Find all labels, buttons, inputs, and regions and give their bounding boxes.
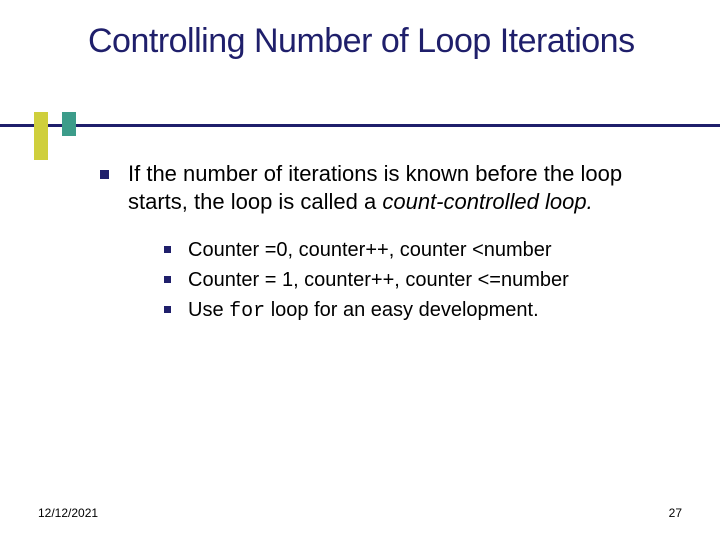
accent-bar-teal bbox=[62, 112, 76, 136]
slide-title: Controlling Number of Loop Iterations bbox=[88, 22, 648, 61]
content-area: If the number of iterations is known bef… bbox=[90, 160, 650, 328]
footer-date: 12/12/2021 bbox=[38, 506, 98, 520]
square-bullet-icon bbox=[164, 276, 171, 283]
accent-bar-yellow bbox=[34, 112, 48, 160]
level2-text-pre: Use bbox=[188, 299, 229, 321]
square-bullet-icon bbox=[164, 246, 171, 253]
level2-text: Use for loop for an easy development. bbox=[188, 298, 650, 325]
level2-text: Counter = 1, counter++, counter <=number bbox=[188, 268, 650, 294]
title-underline bbox=[0, 124, 720, 127]
list-item: Counter =0, counter++, counter <number bbox=[160, 238, 650, 264]
square-bullet-icon bbox=[100, 170, 109, 179]
level1-text-italic: count-controlled loop. bbox=[382, 189, 592, 214]
list-item: Use for loop for an easy development. bbox=[160, 298, 650, 325]
title-text: Controlling Number of Loop Iterations bbox=[88, 22, 648, 61]
footer-page-number: 27 bbox=[669, 506, 682, 520]
code-keyword: for bbox=[229, 300, 265, 323]
list-item: Counter = 1, counter++, counter <=number bbox=[160, 268, 650, 294]
level2-text: Counter =0, counter++, counter <number bbox=[188, 238, 650, 264]
list-item: If the number of iterations is known bef… bbox=[90, 160, 650, 216]
square-bullet-icon bbox=[164, 306, 171, 313]
sublist: Counter =0, counter++, counter <number C… bbox=[90, 238, 650, 324]
level1-text: If the number of iterations is known bef… bbox=[128, 160, 650, 216]
level2-text-post: loop for an easy development. bbox=[265, 299, 539, 321]
